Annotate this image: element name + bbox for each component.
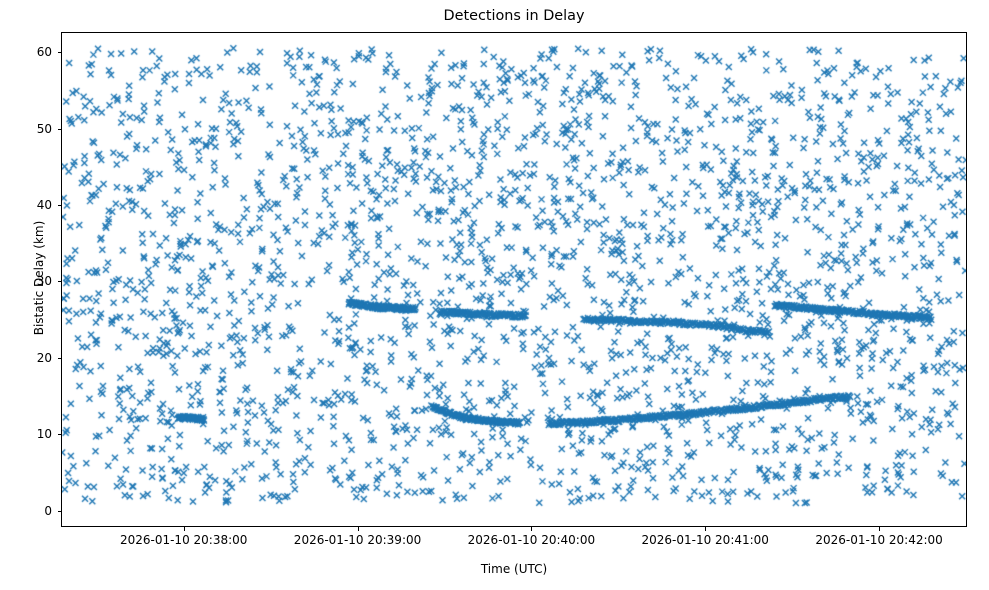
y-tick-mark <box>57 204 61 206</box>
y-tick-mark <box>57 52 61 54</box>
x-tick-label: 2026-01-10 20:40:00 <box>467 533 596 547</box>
x-tick-label: 2026-01-10 20:41:00 <box>641 533 769 547</box>
y-tick-mark <box>57 510 61 512</box>
y-tick-label: 0 <box>44 503 52 518</box>
y-tick-mark <box>57 434 61 436</box>
x-tick-label: 2026-01-10 20:38:00 <box>119 533 248 547</box>
y-tick-label: 20 <box>36 350 52 365</box>
x-axis-label: Time (UTC) <box>480 562 548 576</box>
page-title: Detections in Delay <box>443 8 585 24</box>
y-tick-mark <box>57 357 61 359</box>
y-tick-label: 50 <box>36 121 52 136</box>
x-tick-label: 2026-01-10 20:39:00 <box>293 533 422 547</box>
x-tick-mark <box>705 527 707 531</box>
plot-area <box>61 32 967 527</box>
y-tick-label: 40 <box>36 197 52 212</box>
y-tick-label: 30 <box>36 274 52 289</box>
y-tick-label: 60 <box>36 45 52 60</box>
x-tick-mark <box>183 527 185 531</box>
y-tick-mark <box>57 281 61 283</box>
x-tick-label: 2026-01-10 20:42:00 <box>815 533 943 547</box>
y-tick-mark <box>57 128 61 130</box>
scatter-plot-canvas <box>62 33 966 526</box>
x-tick-mark <box>879 527 881 531</box>
y-axis-label: Bistatic Delay (km) <box>32 220 46 336</box>
y-tick-label: 10 <box>36 427 52 442</box>
x-tick-mark <box>531 527 533 531</box>
x-tick-mark <box>357 527 359 531</box>
